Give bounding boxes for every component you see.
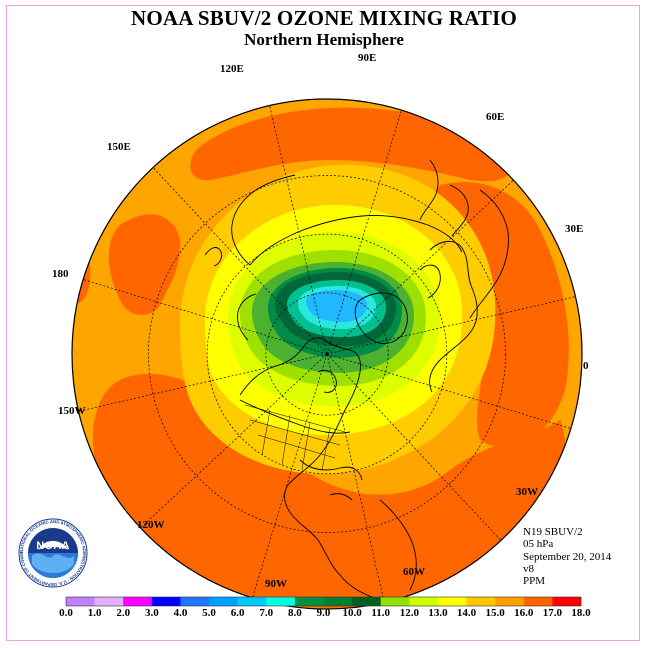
- meridian-7: [140, 353, 328, 529]
- meridian-0: [326, 296, 576, 355]
- coast-north-america: [239, 337, 381, 601]
- colorbar-tick-label: 11.0: [371, 607, 391, 619]
- lon-label-90e: 90E: [358, 52, 377, 64]
- colorbar-tick-label: 12.0: [399, 607, 419, 619]
- coast-africa: [469, 189, 509, 319]
- colorbar-tick-label: 4.0: [173, 607, 188, 619]
- coast-east-asia: [231, 174, 296, 266]
- colorbar-swatch-4: [180, 597, 210, 606]
- coast-asia: [249, 215, 463, 266]
- colorbar-swatch-1: [94, 597, 124, 606]
- colorbar-swatch-13: [437, 597, 467, 606]
- noaa-logo: NATIONAL OCEANIC AND ATMOSPHERIC ADMINIS…: [18, 518, 88, 588]
- colorbar-swatch-12: [409, 597, 439, 606]
- logo-word: NOAA: [36, 540, 70, 552]
- lon-label-60e: 60E: [486, 111, 505, 123]
- meridian-3: [269, 105, 328, 355]
- coast-gulf: [299, 459, 363, 481]
- lon-label-30e: 30E: [565, 223, 584, 235]
- colorbar-tick-label: 0.0: [59, 607, 73, 619]
- lon-label-0: 0: [583, 360, 589, 372]
- contour-16-south: [92, 373, 566, 608]
- coast-south-america: [379, 499, 417, 591]
- colorbar-tick-label: 7.0: [259, 607, 274, 619]
- coast-us-border: [239, 399, 351, 434]
- colorbar-swatch-15: [495, 597, 525, 606]
- colorbar-swatch-0: [66, 597, 95, 606]
- lon-label-60w: 60W: [403, 566, 425, 578]
- colorbar-swatch-2: [123, 597, 153, 606]
- coast-europe: [429, 241, 478, 393]
- colorbar-swatch-16: [523, 597, 553, 606]
- coast-japan: [204, 247, 223, 267]
- map-title: NOAA SBUV/2 OZONE MIXING RATIO: [131, 6, 517, 30]
- colorbar-tick-label: 14.0: [456, 607, 477, 619]
- colorbar-tick-label: 18.0: [571, 607, 591, 619]
- meridian-6: [78, 353, 328, 412]
- colorbar-border: [65, 596, 582, 607]
- info-units: PPM: [523, 575, 546, 588]
- colorbar-tick-label: 17.0: [542, 607, 562, 619]
- lon-label-180: 180: [52, 268, 69, 280]
- figure-frame: [6, 5, 640, 641]
- colorbar-tick-label: 16.0: [514, 607, 534, 619]
- colorbar-swatch-5: [209, 597, 238, 606]
- colorbar-swatch-17: [552, 597, 582, 606]
- colorbar-tick-label: 6.0: [230, 607, 245, 619]
- colorbar-tick-label: 13.0: [428, 607, 448, 619]
- info-level: 05 hPa: [523, 538, 554, 551]
- meridian-4: [152, 167, 328, 355]
- latitude-circle-0: [265, 292, 389, 416]
- colorbar-tick-label: 10.0: [342, 607, 362, 619]
- colorbar-swatch-10: [352, 597, 382, 606]
- colorbar-tick-label: 1.0: [87, 607, 102, 619]
- info-version: v8: [523, 562, 534, 575]
- colorbar-tick-label: 9.0: [316, 607, 331, 619]
- contour-16-west: [108, 214, 181, 316]
- lon-label-90w: 90W: [265, 578, 287, 590]
- us-states-grid: [244, 404, 346, 471]
- colorbar-swatch-3: [151, 597, 181, 606]
- latitude-circle-1: [206, 233, 448, 475]
- coast-alaska: [237, 293, 257, 341]
- colorbar-swatch-6: [237, 597, 267, 606]
- lon-label-120w: 120W: [137, 519, 165, 531]
- coast-arabia: [449, 184, 469, 237]
- colorbar-tick-label: 5.0: [202, 607, 216, 619]
- map-subtitle: Northern Hemisphere: [244, 30, 404, 49]
- map-boundary: [71, 98, 583, 610]
- colorbar: [65, 596, 582, 607]
- meridian-5: [83, 279, 328, 355]
- info-date: September 20, 2014: [523, 550, 612, 563]
- colorbar-tick-label: 15.0: [485, 607, 505, 619]
- info-block: N19 SBUV/2 05 hPa September 20, 2014 v8 …: [523, 526, 611, 587]
- info-instrument: N19 SBUV/2: [523, 526, 583, 538]
- lon-label-30w: 30W: [516, 486, 538, 498]
- coast-scandinavia: [419, 264, 441, 299]
- meridian-2: [326, 110, 402, 355]
- lon-label-120e: 120E: [220, 63, 244, 75]
- meridian-10: [326, 353, 502, 541]
- meridian-1: [326, 179, 514, 355]
- meridian-8: [252, 353, 328, 598]
- colorbar-tick-label: 3.0: [144, 607, 159, 619]
- colorbar-swatch-11: [380, 597, 410, 606]
- colorbar-tick-label: 8.0: [288, 607, 302, 619]
- coast-hudson: [317, 369, 337, 393]
- latitude-circle-2: [148, 175, 506, 533]
- coast-caribbean: [329, 493, 353, 501]
- colorbar-tick-label: 2.0: [116, 607, 131, 619]
- coast-india: [419, 159, 439, 221]
- contour-16-north: [190, 107, 509, 182]
- lon-label-150w: 150W: [58, 405, 86, 417]
- colorbar-swatch-14: [466, 597, 496, 606]
- coast-greenland: [354, 292, 408, 344]
- colorbar-swatch-9: [323, 597, 353, 606]
- meridian-11: [326, 353, 571, 429]
- colorbar-swatch-8: [294, 597, 324, 606]
- lon-label-150e: 150E: [107, 141, 131, 153]
- colorbar-swatch-7: [266, 597, 296, 606]
- meridian-9: [326, 353, 385, 603]
